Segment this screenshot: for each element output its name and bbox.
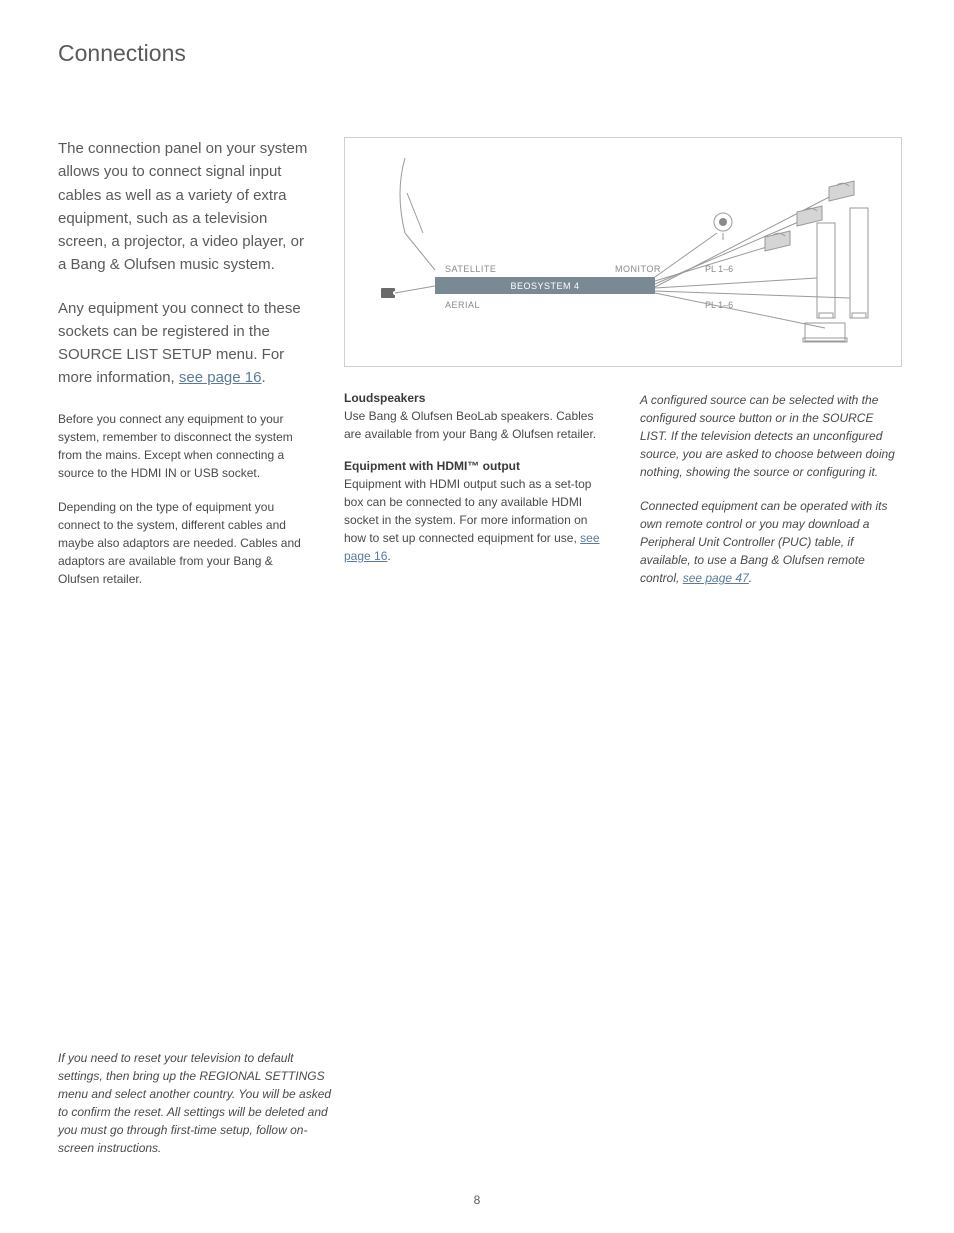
main-columns: The connection panel on your system allo… — [58, 137, 896, 604]
left-column: The connection panel on your system allo… — [58, 137, 308, 604]
page-title: Connections — [58, 40, 896, 67]
monitor-label: MONITOR — [615, 264, 661, 274]
right-p2-b: . — [749, 571, 752, 585]
right-p2-a: Connected equipment can be operated with… — [640, 499, 888, 585]
footer-note: If you need to reset your television to … — [58, 1049, 338, 1173]
satellite-label: SATELLITE — [445, 264, 496, 274]
left-p3: Before you connect any equipment to your… — [58, 410, 308, 482]
loudspeakers-text: Use Bang & Olufsen BeoLab speakers. Cabl… — [344, 407, 604, 443]
aerial-label: AERIAL — [445, 300, 480, 310]
loudspeakers-heading: Loudspeakers — [344, 391, 604, 405]
beosystem-label: BEOSYSTEM 4 — [510, 281, 579, 291]
right-area: BEOSYSTEM 4 SATELLITE AERIAL MONITOR PL … — [344, 137, 902, 604]
below-diagram-columns: Loudspeakers Use Bang & Olufsen BeoLab s… — [344, 391, 902, 603]
pl-top-label: PL 1–6 — [705, 264, 733, 274]
right-p2: Connected equipment can be operated with… — [640, 497, 900, 587]
see-page-16-link[interactable]: see page 16 — [179, 369, 262, 386]
right-p1: A configured source can be selected with… — [640, 391, 900, 481]
center-column: Loudspeakers Use Bang & Olufsen BeoLab s… — [344, 391, 604, 603]
hdmi-heading: Equipment with HDMI™ output — [344, 459, 604, 473]
connection-diagram: BEOSYSTEM 4 SATELLITE AERIAL MONITOR PL … — [344, 137, 902, 367]
intro-p2-b: . — [261, 369, 265, 386]
hdmi-text: Equipment with HDMI output such as a set… — [344, 475, 604, 565]
intro-p1: The connection panel on your system allo… — [58, 137, 308, 277]
footer-text: If you need to reset your television to … — [58, 1049, 338, 1157]
left-p4: Depending on the type of equipment you c… — [58, 498, 308, 588]
page-number: 8 — [0, 1193, 954, 1207]
hdmi-text-a: Equipment with HDMI output such as a set… — [344, 477, 591, 545]
intro-p2: Any equipment you connect to these socke… — [58, 297, 308, 390]
hdmi-text-b: . — [387, 549, 390, 563]
right-column: A configured source can be selected with… — [640, 391, 900, 603]
see-page-47-link[interactable]: see page 47 — [683, 571, 749, 585]
